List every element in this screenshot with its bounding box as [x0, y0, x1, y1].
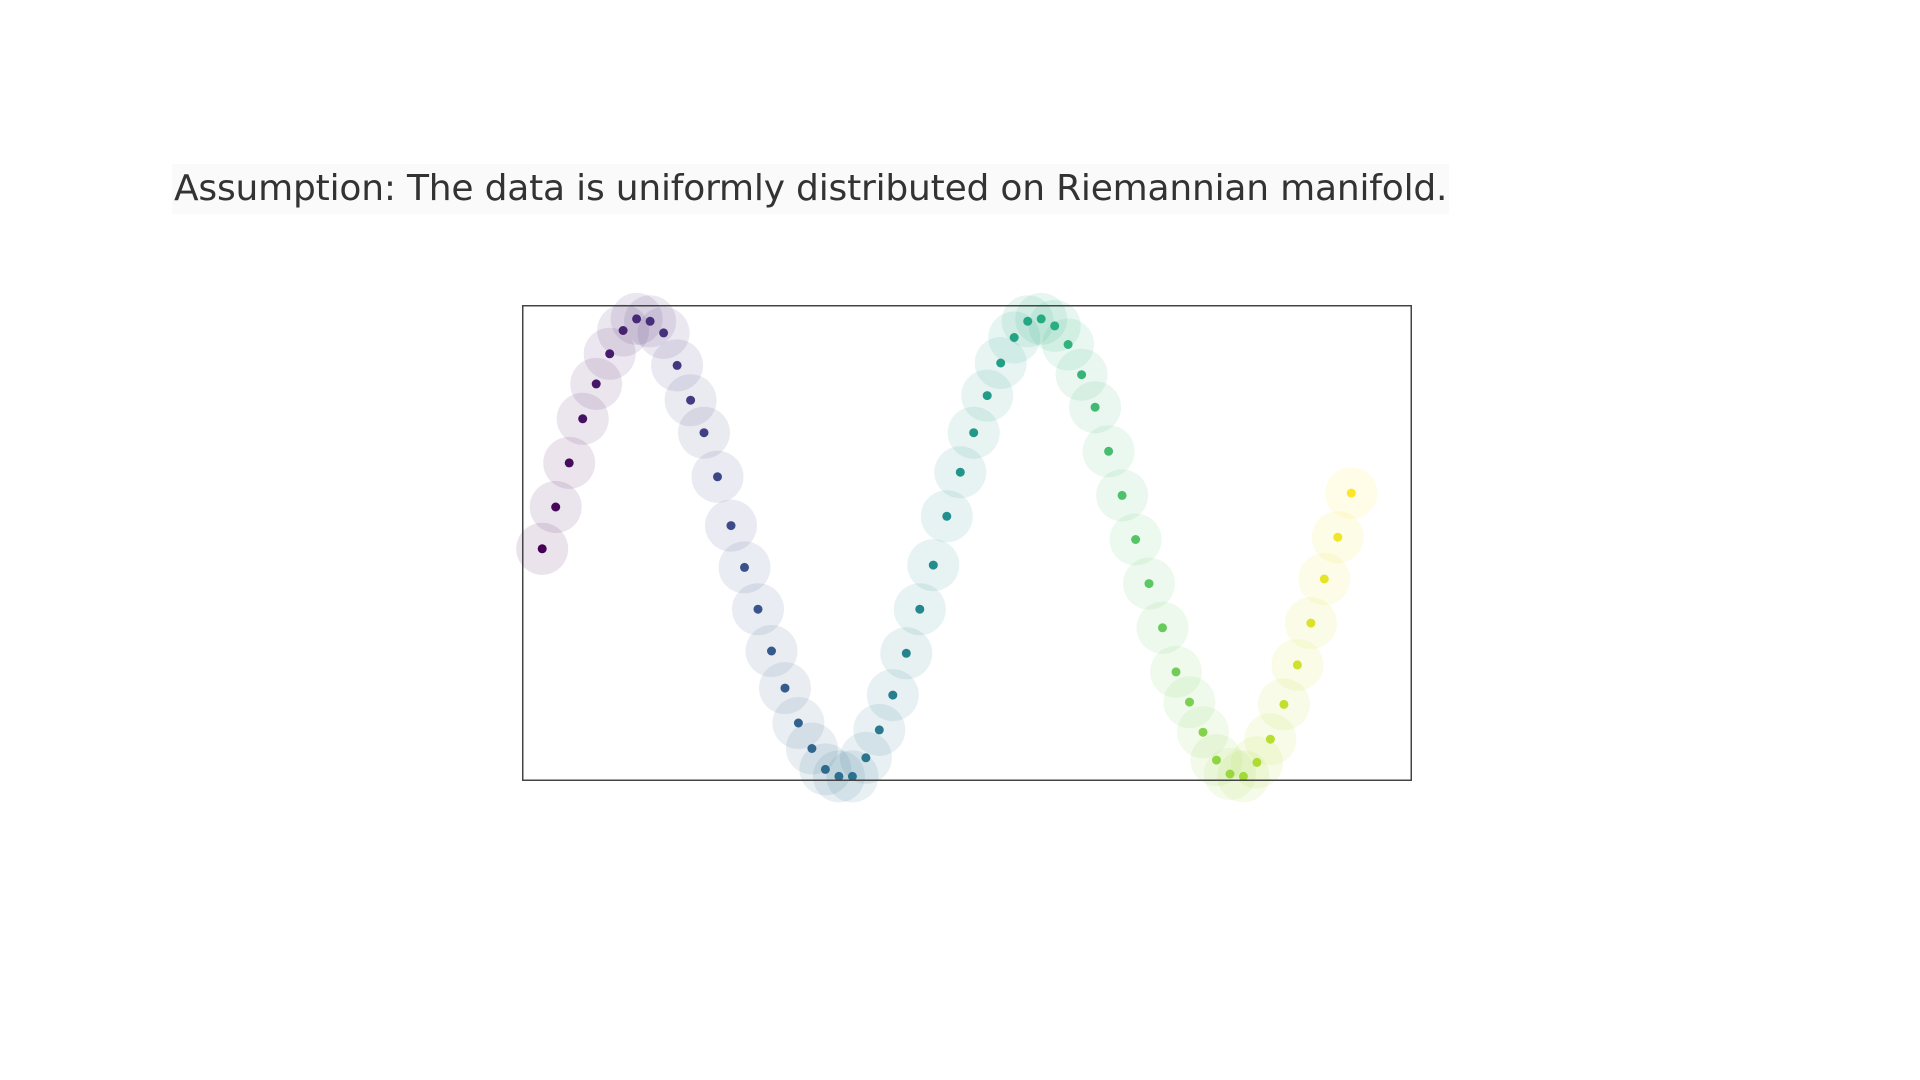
- caption-text: Assumption: The data is uniformly distri…: [172, 164, 1450, 214]
- data-point: [955, 467, 965, 477]
- data-point: [982, 391, 992, 401]
- data-point: [1292, 660, 1302, 670]
- data-point: [1158, 623, 1167, 633]
- data-point: [1090, 402, 1100, 412]
- data-point: [1077, 370, 1087, 380]
- data-point: [1279, 699, 1289, 709]
- data-point: [537, 544, 547, 554]
- data-point: [780, 683, 790, 693]
- data-point: [996, 358, 1006, 368]
- data-point: [578, 414, 588, 424]
- data-point: [874, 725, 884, 735]
- data-point: [1023, 316, 1033, 326]
- data-point: [834, 771, 844, 781]
- data-point: [1117, 490, 1127, 500]
- data-point: [1131, 535, 1141, 544]
- data-point: [740, 562, 749, 572]
- data-point: [847, 771, 857, 781]
- data-point: [1306, 618, 1316, 628]
- data-point: [969, 428, 979, 438]
- data-point: [767, 646, 776, 656]
- data-point: [591, 379, 601, 389]
- data-point: [1009, 333, 1019, 342]
- data-point: [1063, 340, 1073, 349]
- data-point: [1238, 771, 1248, 781]
- data-point: [564, 458, 574, 468]
- data-point: [888, 690, 898, 700]
- data-point: [753, 604, 763, 614]
- data-point: [1333, 532, 1343, 542]
- data-point: [551, 502, 561, 512]
- data-point: [1265, 734, 1275, 744]
- data-point: [726, 521, 736, 531]
- data-point: [645, 316, 655, 326]
- data-point: [901, 648, 911, 658]
- data-point: [1171, 667, 1181, 677]
- data-point: [1050, 321, 1060, 331]
- scatter-plot-svg: [516, 292, 1412, 803]
- data-point: [915, 604, 925, 614]
- data-point: [1319, 574, 1329, 584]
- dot-layer: [537, 314, 1356, 781]
- data-point: [1346, 488, 1356, 498]
- data-point: [1212, 755, 1221, 765]
- data-point: [618, 326, 628, 335]
- data-point: [1144, 579, 1154, 589]
- data-point: [1252, 757, 1262, 767]
- halo-layer: [516, 292, 1378, 803]
- scatter-plot: [516, 292, 1412, 803]
- data-point: [1036, 314, 1046, 324]
- data-point: [1198, 727, 1208, 737]
- data-point: [605, 349, 615, 359]
- data-point: [807, 744, 817, 753]
- data-point: [1185, 697, 1194, 707]
- data-point: [632, 314, 642, 324]
- data-point: [672, 360, 682, 370]
- data-point: [793, 718, 803, 728]
- data-point: [699, 428, 709, 438]
- data-point: [861, 753, 871, 763]
- data-point: [713, 472, 722, 482]
- data-point: [820, 764, 830, 774]
- data-point: [942, 511, 952, 521]
- plot-frame: [522, 305, 1412, 781]
- data-point: [1225, 769, 1235, 779]
- data-point: [928, 560, 938, 570]
- data-point: [659, 328, 669, 338]
- data-point: [1104, 446, 1114, 456]
- data-point: [686, 395, 696, 405]
